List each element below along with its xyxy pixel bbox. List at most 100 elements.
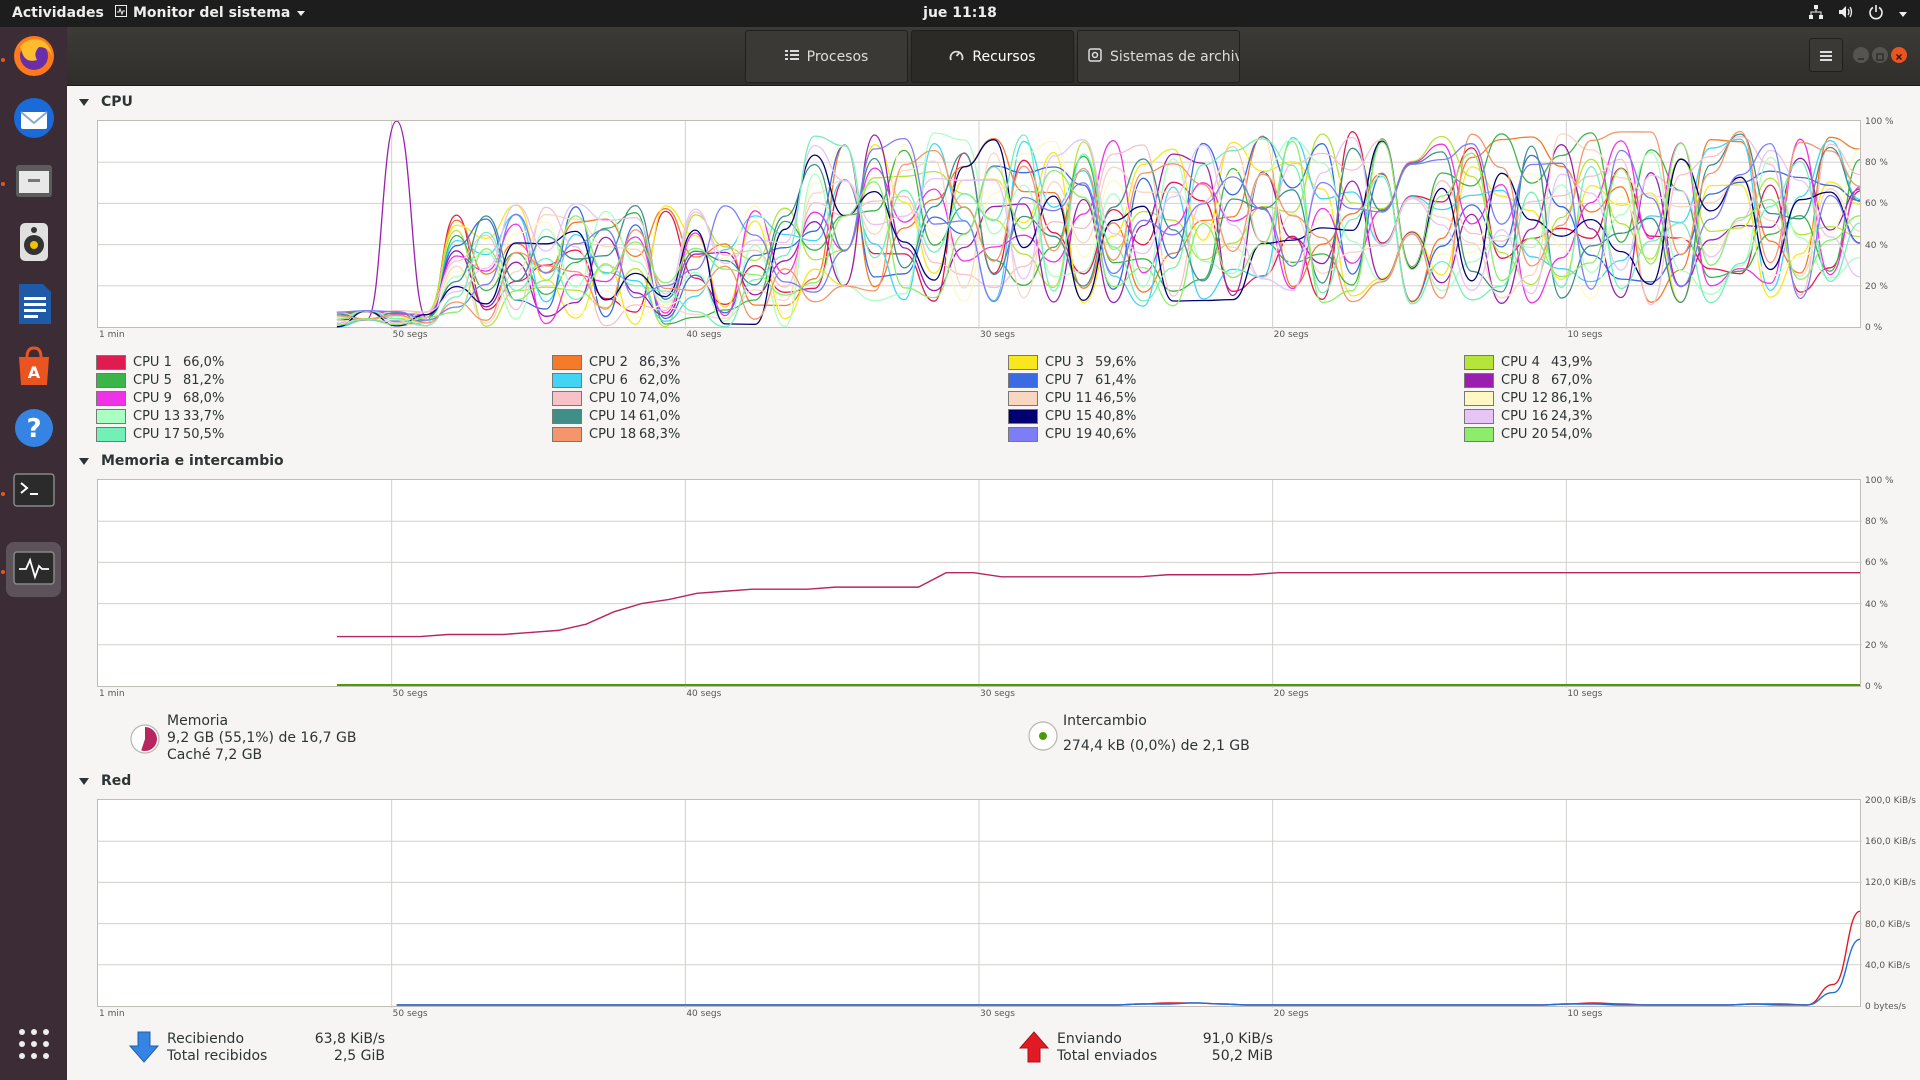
dock-software[interactable]: A [6,340,61,395]
time-tick-label: 50 segs [392,689,428,699]
volume-icon[interactable] [1838,4,1854,24]
power-icon[interactable] [1868,4,1884,24]
dock-help[interactable]: ? [6,402,61,457]
time-tick-label: 1 min [99,1009,125,1019]
time-tick-label: 1 min [99,689,125,699]
close-button[interactable] [1891,47,1907,63]
cpu-color-swatch[interactable] [552,373,582,388]
cpu-legend-item[interactable]: CPU 2 86,3% [552,354,680,371]
dock-system-monitor[interactable] [6,542,61,597]
time-tick-label: 30 segs [980,1009,1015,1019]
cpu-section-header[interactable]: CPU [79,94,133,110]
tab-procesos[interactable]: Procesos [745,30,908,83]
cpu-legend-item[interactable]: CPU 6 62,0% [552,372,680,389]
cpu-line-10 [336,135,1861,327]
cpu-color-swatch[interactable] [1008,427,1038,442]
tab-recursos[interactable]: Recursos [911,30,1074,83]
cpu-legend-item[interactable]: CPU 11 46,5% [1008,390,1136,407]
cpu-usage-value: 43,9% [1551,355,1593,370]
files-icon [11,157,57,207]
cpu-color-swatch[interactable] [96,355,126,370]
minimize-button[interactable] [1853,47,1869,63]
cpu-label: CPU 9 [133,391,172,406]
cpu-legend-item[interactable]: CPU 7 61,4% [1008,372,1136,389]
terminal-icon [11,467,57,517]
cpu-legend-item[interactable]: CPU 20 54,0% [1464,426,1592,443]
writer-icon [11,281,57,331]
app-menu[interactable]: Monitor del sistema [115,5,306,21]
cpu-color-swatch[interactable] [1008,391,1038,406]
cpu-label: CPU 1 [133,355,172,370]
dock-terminal[interactable] [6,464,61,519]
total-sent-label: Total enviados [1057,1048,1158,1064]
cpu-color-swatch[interactable] [552,391,582,406]
disk-icon [1088,47,1102,66]
cpu-legend-item[interactable]: CPU 17 50,5% [96,426,224,443]
svg-text:?: ? [26,414,41,444]
cpu-legend-item[interactable]: CPU 13 33,7% [96,408,224,425]
cpu-color-swatch[interactable] [1008,373,1038,388]
dock-writer[interactable] [6,278,61,333]
cpu-legend-item[interactable]: CPU 3 59,6% [1008,354,1136,371]
cpu-legend-item[interactable]: CPU 9 68,0% [96,390,224,407]
tab-sistemas-de-archivos[interactable]: Sistemas de archiv [1077,30,1240,83]
cpu-color-swatch[interactable] [1464,427,1494,442]
hamburger-menu-button[interactable] [1809,38,1843,72]
activities-button[interactable]: Actividades [12,5,104,21]
cpu-legend-item[interactable]: CPU 16 24,3% [1464,408,1592,425]
total-received-label: Total recibidos [167,1048,268,1064]
cpu-color-swatch[interactable] [1464,373,1494,388]
cpu-legend-item[interactable]: CPU 18 68,3% [552,426,680,443]
cpu-color-swatch[interactable] [1008,355,1038,370]
cpu-legend-item[interactable]: CPU 5 81,2% [96,372,224,389]
dock-thunderbird[interactable] [6,92,61,147]
cpu-legend-item[interactable]: CPU 1 66,0% [96,354,224,371]
maximize-button[interactable] [1872,47,1888,63]
value-tick-label: 40 % [1865,240,1888,251]
cpu-legend-item[interactable]: CPU 8 67,0% [1464,372,1592,389]
cpu-color-swatch[interactable] [96,409,126,424]
cpu-color-swatch[interactable] [96,391,126,406]
sending-line [396,910,1861,1006]
system-tray[interactable] [1808,4,1908,24]
cpu-color-swatch[interactable] [1008,409,1038,424]
cpu-label: CPU 8 [1501,373,1540,388]
cpu-color-swatch[interactable] [552,409,582,424]
cpu-legend-item[interactable]: CPU 19 40,6% [1008,426,1136,443]
cpu-legend-item[interactable]: CPU 12 86,1% [1464,390,1592,407]
dock-files[interactable] [6,154,61,209]
cpu-color-swatch[interactable] [1464,391,1494,406]
cpu-color-swatch[interactable] [552,355,582,370]
cpu-legend-item[interactable]: CPU 14 61,0% [552,408,680,425]
cpu-color-swatch[interactable] [96,373,126,388]
cpu-legend-item[interactable]: CPU 4 43,9% [1464,354,1592,371]
cpu-legend-item[interactable]: CPU 15 40,8% [1008,408,1136,425]
network-icon[interactable] [1808,4,1824,24]
cpu-section-title: CPU [101,94,133,110]
dock-rhythmbox[interactable] [6,216,61,271]
network-section-header[interactable]: Red [79,773,131,789]
cpu-usage-value: 61,4% [1095,373,1137,388]
cpu-usage-value: 40,6% [1095,427,1137,442]
cpu-usage-value: 46,5% [1095,391,1137,406]
memory-usage: 9,2 GB (55,1%) de 16,7 GB [167,730,357,746]
cpu-legend-item[interactable]: CPU 10 74,0% [552,390,680,407]
cpu-color-swatch[interactable] [1464,355,1494,370]
dock-firefox[interactable] [6,30,61,85]
app-menu-label: Monitor del sistema [133,5,291,21]
value-tick-label: 0 % [1865,323,1883,333]
cpu-label: CPU 4 [1501,355,1540,370]
swap-label: Intercambio [1063,713,1147,729]
cpu-color-swatch[interactable] [552,427,582,442]
show-applications-button[interactable] [6,1018,61,1073]
cpu-color-swatch[interactable] [1464,409,1494,424]
cpu-color-swatch[interactable] [96,427,126,442]
time-tick-label: 1 min [99,330,125,340]
cpu-line-18 [336,130,1861,324]
value-tick-label: 80 % [1865,158,1888,169]
chevron-down-icon[interactable] [1898,6,1908,22]
memory-section-header[interactable]: Memoria e intercambio [79,453,284,469]
clock[interactable]: jue 11:18 [923,5,997,21]
cpu-usage-value: 54,0% [1551,427,1593,442]
rhythmbox-icon [11,219,57,269]
